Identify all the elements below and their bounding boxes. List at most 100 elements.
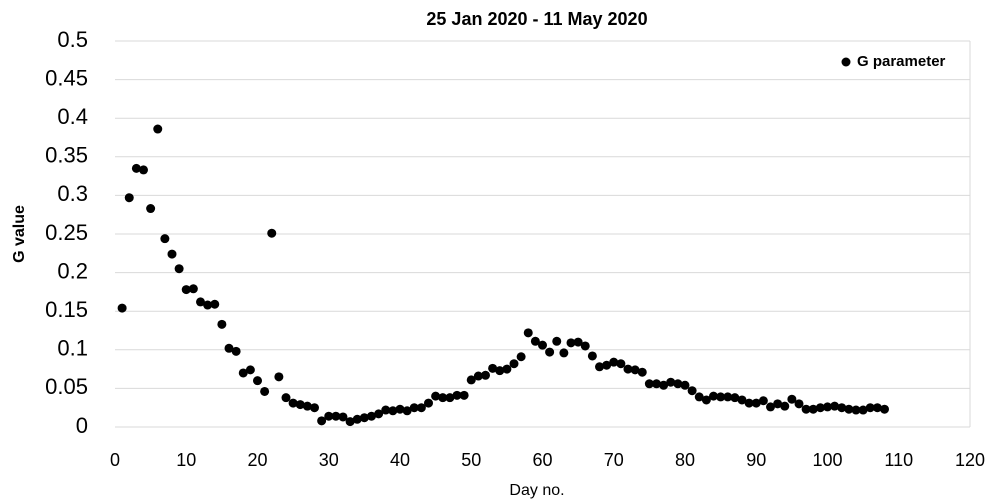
- point: [595, 362, 604, 372]
- x-tick-label: 110: [884, 450, 913, 470]
- point: [716, 392, 726, 402]
- point: [701, 395, 711, 405]
- point: [203, 300, 213, 310]
- point: [872, 403, 882, 413]
- point: [124, 193, 134, 203]
- point: [402, 406, 412, 416]
- point: [438, 393, 448, 403]
- point: [566, 338, 576, 348]
- point: [416, 403, 426, 413]
- point: [623, 364, 633, 374]
- point: [823, 402, 832, 412]
- point: [338, 412, 348, 422]
- point: [210, 299, 220, 309]
- y-axis-label: G value: [11, 205, 28, 263]
- point: [630, 365, 640, 375]
- point: [267, 228, 277, 238]
- point: [424, 398, 433, 408]
- y-tick-label: 0.5: [57, 27, 88, 52]
- point: [858, 405, 868, 415]
- point: [317, 416, 327, 426]
- x-tick-label: 0: [110, 450, 120, 470]
- point: [780, 401, 790, 411]
- point: [865, 403, 875, 413]
- point: [509, 359, 519, 369]
- point: [573, 337, 583, 347]
- point: [687, 386, 697, 396]
- y-tick-label: 0.3: [57, 181, 88, 206]
- point: [737, 395, 747, 405]
- point: [516, 352, 526, 362]
- point: [837, 403, 847, 413]
- point: [580, 341, 590, 351]
- point: [559, 348, 569, 358]
- point: [117, 303, 127, 313]
- point: [488, 363, 498, 373]
- point: [844, 404, 854, 414]
- x-tick-label: 30: [319, 450, 339, 470]
- point: [495, 366, 505, 376]
- point: [431, 391, 441, 401]
- point: [260, 386, 270, 396]
- point: [616, 359, 626, 369]
- point: [196, 297, 205, 307]
- x-tick-label: 60: [532, 450, 552, 470]
- point: [139, 165, 148, 175]
- point: [801, 404, 811, 414]
- point: [374, 409, 384, 419]
- x-tick-label: 40: [390, 450, 410, 470]
- point: [231, 346, 241, 356]
- point: [773, 399, 783, 409]
- point: [131, 163, 141, 173]
- point: [744, 398, 754, 408]
- point: [587, 351, 597, 361]
- point: [367, 411, 376, 421]
- point: [730, 393, 740, 403]
- point: [723, 392, 733, 402]
- point: [538, 340, 547, 350]
- point: [324, 411, 334, 421]
- point: [652, 379, 661, 389]
- point: [188, 284, 198, 294]
- point: [288, 398, 298, 408]
- point: [253, 376, 262, 386]
- point: [794, 399, 804, 409]
- x-tick-label: 100: [812, 450, 842, 470]
- point: [295, 400, 305, 410]
- point: [545, 347, 555, 357]
- point: [666, 377, 676, 387]
- point: [302, 401, 312, 411]
- point: [174, 264, 184, 274]
- point: [452, 390, 462, 400]
- y-tick-label: 0.25: [45, 220, 88, 245]
- point: [830, 401, 840, 411]
- point: [388, 406, 398, 416]
- point: [331, 411, 341, 421]
- point: [409, 403, 419, 413]
- point: [787, 394, 797, 404]
- x-tick-label: 80: [675, 450, 695, 470]
- point: [217, 319, 227, 329]
- point: [310, 403, 319, 413]
- point: [523, 328, 533, 338]
- point: [352, 414, 362, 424]
- point: [153, 124, 163, 134]
- x-axis-label: Day no.: [509, 482, 564, 499]
- point: [160, 234, 170, 244]
- y-tick-label: 0.1: [57, 336, 88, 361]
- point: [167, 249, 177, 259]
- point: [395, 404, 405, 414]
- point: [609, 357, 619, 367]
- point: [709, 391, 718, 401]
- y-tick-label: 0: [76, 413, 88, 438]
- point: [680, 380, 690, 390]
- point: [473, 371, 483, 381]
- point: [445, 393, 455, 403]
- y-tick-label: 0.35: [45, 143, 88, 168]
- point: [459, 390, 469, 400]
- point: [758, 396, 768, 406]
- point: [530, 336, 540, 346]
- x-tick-label: 50: [461, 450, 481, 470]
- point: [224, 343, 234, 353]
